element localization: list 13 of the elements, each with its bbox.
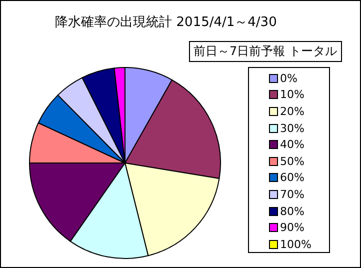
legend-label: 80%: [280, 204, 304, 218]
legend-label: 60%: [280, 171, 304, 184]
chart-subtitle: 前日～7日前予報 トータル: [188, 41, 342, 62]
chart-title: 降水確率の出現統計 2015/4/1～4/30: [54, 14, 278, 31]
legend-label: 50%: [280, 154, 304, 168]
legend-label: 30%: [280, 122, 304, 135]
legend-label: 20%: [280, 104, 304, 118]
legend-label: 10%: [280, 88, 304, 102]
legend-label: 100%: [280, 238, 312, 251]
legend-label: 90%: [280, 221, 304, 234]
legend-label: 70%: [280, 188, 304, 201]
legend-label: 40%: [280, 138, 304, 152]
legend-label: 0%: [280, 72, 298, 85]
